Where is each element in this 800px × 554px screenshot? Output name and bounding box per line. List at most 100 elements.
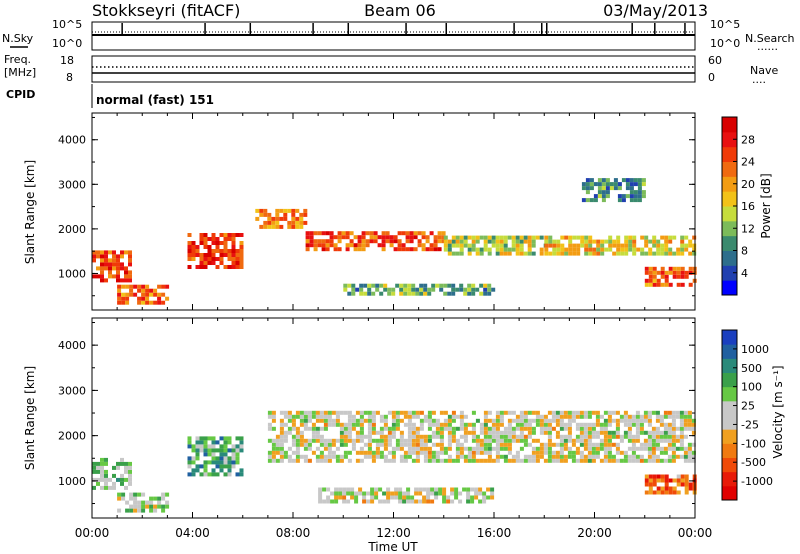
data-cell <box>659 450 664 455</box>
velocity-colorbar-segment <box>722 471 737 487</box>
data-cell <box>617 198 622 203</box>
data-cell <box>299 434 304 439</box>
data-cell <box>466 487 471 492</box>
data-cell <box>668 478 673 483</box>
data-cell <box>409 235 414 240</box>
data-cell <box>539 454 544 459</box>
data-cell <box>596 247 601 252</box>
data-cell <box>552 247 557 252</box>
data-cell <box>467 446 472 451</box>
data-cell <box>446 495 451 500</box>
data-cell <box>647 422 652 427</box>
data-cell <box>551 458 556 463</box>
data-cell <box>231 444 236 449</box>
data-cell <box>129 292 134 297</box>
data-cell <box>419 434 424 439</box>
data-cell <box>231 249 236 253</box>
data-cell <box>584 235 589 240</box>
data-cell <box>435 454 440 459</box>
data-cell <box>195 265 200 269</box>
data-cell <box>275 212 280 217</box>
data-cell <box>556 247 561 252</box>
data-cell <box>587 442 592 447</box>
data-cell <box>133 284 138 289</box>
data-cell <box>617 186 622 191</box>
data-cell <box>128 250 132 255</box>
data-cell <box>359 458 364 463</box>
data-cell <box>587 450 592 455</box>
data-cell <box>571 442 576 447</box>
data-cell <box>343 287 348 292</box>
data-cell <box>439 438 444 443</box>
data-cell <box>195 468 200 473</box>
data-cell <box>435 418 440 423</box>
data-cell <box>231 257 236 261</box>
data-cell <box>435 283 440 288</box>
data-cell <box>335 418 340 423</box>
data-cell <box>337 239 342 244</box>
data-cell <box>303 418 308 423</box>
data-cell <box>255 216 260 221</box>
data-cell <box>407 422 412 427</box>
data-cell <box>655 430 660 435</box>
data-cell <box>455 442 460 447</box>
data-cell <box>641 178 646 183</box>
data-cell <box>667 446 672 451</box>
data-cell <box>211 456 216 461</box>
data-cell <box>124 477 128 482</box>
data-cell <box>531 418 536 423</box>
data-cell <box>551 426 556 431</box>
data-cell <box>92 258 96 263</box>
data-cell <box>187 464 192 469</box>
data-cell <box>455 287 460 292</box>
data-cell <box>663 430 668 435</box>
data-cell <box>275 208 280 213</box>
data-cell <box>299 410 304 415</box>
data-cell <box>667 422 672 427</box>
data-cell <box>100 270 104 275</box>
data-cell <box>631 414 636 419</box>
data-cell <box>239 472 244 477</box>
data-cell <box>482 491 487 496</box>
data-cell <box>153 288 158 293</box>
data-cell <box>597 190 602 195</box>
velocity-colorbar-tick-label: -25 <box>741 418 759 431</box>
data-cell <box>519 418 524 423</box>
data-cell <box>463 235 468 240</box>
data-cell <box>543 418 548 423</box>
data-cell <box>305 247 310 252</box>
data-cell <box>631 454 636 459</box>
data-cell <box>643 446 648 451</box>
data-cell <box>455 251 460 256</box>
data-cell <box>391 458 396 463</box>
data-cell <box>203 245 208 249</box>
data-cell <box>447 283 452 288</box>
data-cell <box>647 454 652 459</box>
data-cell <box>567 418 572 423</box>
data-cell <box>407 283 412 288</box>
data-cell <box>459 450 464 455</box>
data-cell <box>381 243 386 248</box>
data-cell <box>624 251 629 256</box>
data-cell <box>401 247 406 252</box>
data-cell <box>223 472 228 477</box>
data-cell <box>479 446 484 451</box>
data-cell <box>442 499 447 504</box>
data-cell <box>394 487 399 492</box>
data-cell <box>459 243 464 248</box>
data-cell <box>403 287 408 292</box>
data-cell <box>275 224 280 229</box>
data-cell <box>458 491 463 496</box>
data-cell <box>403 410 408 415</box>
data-cell <box>128 465 132 470</box>
data-cell <box>307 414 312 419</box>
data-cell <box>585 198 590 203</box>
data-cell <box>515 235 520 240</box>
data-cell <box>125 300 130 305</box>
data-cell <box>407 426 412 431</box>
data-cell <box>317 231 322 236</box>
data-cell <box>603 410 608 415</box>
data-cell <box>339 454 344 459</box>
data-cell <box>544 247 549 252</box>
